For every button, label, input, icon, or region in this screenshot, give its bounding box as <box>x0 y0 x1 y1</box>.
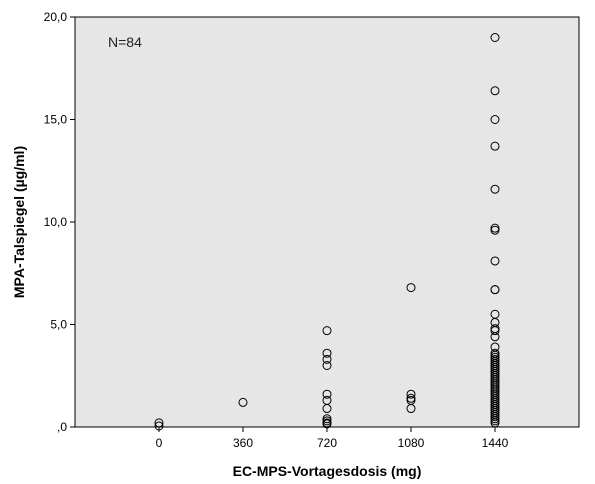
y-tick-label: 15,0 <box>44 113 68 127</box>
y-axis: ,0 5,0 10,0 15,0 20,0 <box>44 10 75 434</box>
x-tick-label: 720 <box>317 436 337 450</box>
data-point <box>322 404 332 414</box>
data-point <box>490 141 500 151</box>
y-tick-label: 10,0 <box>44 215 68 229</box>
data-point <box>406 283 416 293</box>
data-point <box>322 348 332 358</box>
data-point <box>238 397 248 407</box>
y-tick-label: 5,0 <box>50 318 67 332</box>
data-point <box>490 225 500 235</box>
y-tick-label: ,0 <box>57 420 67 434</box>
data-point <box>490 256 500 266</box>
plot-area <box>74 16 580 428</box>
x-tick-label: 360 <box>233 436 253 450</box>
data-point <box>406 404 416 414</box>
data-point <box>490 285 500 295</box>
data-point <box>406 389 416 399</box>
data-point <box>322 361 332 370</box>
data-point <box>490 115 500 124</box>
y-tick-label: 20,0 <box>44 10 68 24</box>
x-tick-label: 1440 <box>482 436 509 450</box>
data-point <box>322 354 332 364</box>
data-point <box>490 418 500 428</box>
data-point <box>490 33 500 42</box>
data-point <box>490 86 500 96</box>
data-point <box>154 418 164 428</box>
data-point <box>322 389 332 399</box>
data-point <box>322 326 332 336</box>
data-point <box>490 332 500 342</box>
data-point <box>490 326 500 336</box>
data-point <box>490 184 500 194</box>
annotation-n: N=84 <box>108 34 142 50</box>
data-points <box>154 33 500 431</box>
y-axis-title: MPA-Talspiegel (µg/ml) <box>11 146 27 298</box>
x-axis-title: EC-MPS-Vortagesdosis (mg) <box>233 463 422 479</box>
x-tick-label: 0 <box>156 436 163 450</box>
x-axis: 0 360 720 1080 1440 <box>156 427 509 450</box>
x-tick-label: 1080 <box>398 436 425 450</box>
